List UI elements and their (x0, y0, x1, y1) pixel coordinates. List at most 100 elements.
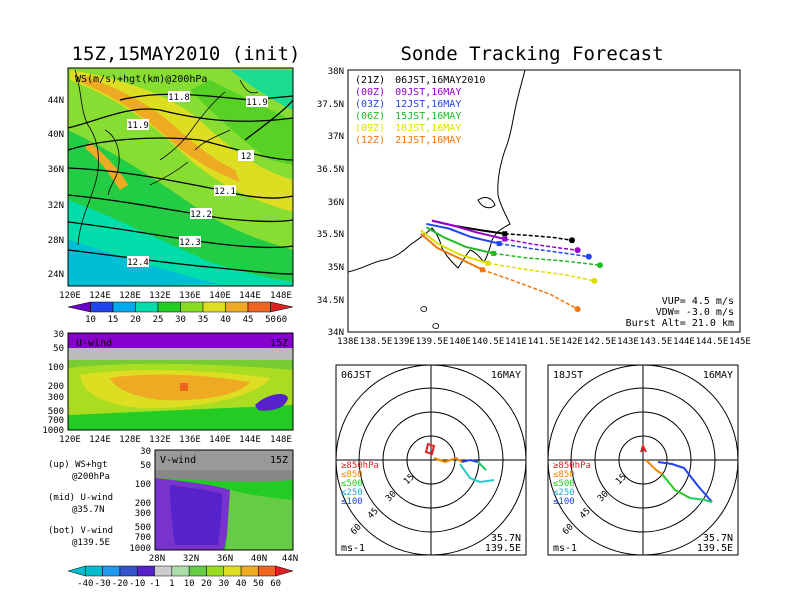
landing-point (597, 262, 603, 269)
svg-text:11.9: 11.9 (127, 121, 149, 131)
lon-tick: 144.5E (696, 337, 729, 347)
lat-tick: 24N (48, 270, 64, 280)
contour-label: 12.3 (179, 236, 201, 248)
lon-tick: 139.5E (416, 337, 449, 347)
colorbar-swatch (206, 565, 225, 577)
svg-text:35.7N: 35.7N (491, 533, 521, 544)
pressure-tick: 500 (135, 523, 151, 533)
lat-tick: 35.5N (317, 230, 344, 240)
lon-tick: 132E (149, 291, 171, 301)
track-line-ascent (420, 232, 483, 271)
lat-tick: 36N (328, 198, 344, 208)
svg-text:12.2: 12.2 (190, 210, 212, 220)
svg-text:≥850hPa: ≥850hPa (341, 461, 379, 471)
pressure-tick: 700 (48, 416, 64, 426)
colorbar-tick: 30 (218, 579, 229, 589)
colorbar-swatch (258, 565, 276, 577)
contour-label: 12.4 (127, 256, 149, 268)
colorbar-swatch (135, 301, 159, 313)
svg-text:11.9: 11.9 (246, 98, 268, 108)
svg-text:ms-1: ms-1 (341, 543, 365, 554)
pressure-tick: 100 (48, 363, 64, 373)
track-line-ascent (420, 229, 489, 265)
svg-text:≤850: ≤850 (341, 470, 363, 480)
lon-tick: 148E (270, 435, 292, 445)
pressure-tick: 300 (135, 509, 151, 519)
colorbar-swatch (67, 565, 86, 577)
lon-tick: 132E (149, 435, 171, 445)
svg-text:12: 12 (241, 152, 252, 162)
vdw-text: VDW= -3.0 m/s (656, 307, 734, 318)
pressure-tick: 1000 (129, 544, 151, 554)
colorbar-swatch (119, 565, 138, 577)
lon-tick: 148E (270, 291, 292, 301)
colorbar-swatch (102, 565, 121, 577)
colorbar-tick: 20 (201, 579, 212, 589)
svg-text:≤100: ≤100 (553, 497, 575, 507)
lon-tick: 141E (505, 337, 527, 347)
left-title: 15Z,15MAY2010 (init) (72, 43, 301, 65)
contour-label: 12.1 (214, 185, 236, 197)
colorbar-tick: 50 (253, 579, 264, 589)
colorbar-tick: 10 (85, 315, 96, 325)
lon-tick: 142E (561, 337, 583, 347)
u-wind-time: 15Z (270, 338, 288, 349)
contour-label: 11.9 (246, 96, 268, 108)
lon-tick: 140E (209, 291, 231, 301)
lon-tick: 140E (209, 435, 231, 445)
lon-tick: 140E (449, 337, 471, 347)
colorbar-tick: 25 (153, 315, 164, 325)
u-wind-label: U-wind (76, 338, 112, 349)
colorbar-tick: -10 (129, 579, 145, 589)
lon-tick: 136E (179, 291, 201, 301)
lon-tick: 128E (119, 291, 141, 301)
vup-text: VUP= 4.5 m/s (662, 296, 734, 307)
svg-text:≤850: ≤850 (553, 470, 575, 480)
colorbar-tick: -20 (112, 579, 128, 589)
svg-text:≥850hPa: ≥850hPa (553, 461, 591, 471)
v-wind-panel: V-wind 15Z 30 50 100 200 300 500 700 100… (129, 447, 298, 564)
contour-label: 11.8 (168, 91, 190, 103)
colorbar-tick: 60 (270, 579, 281, 589)
right-title: Sonde Tracking Forecast (400, 43, 663, 65)
svg-text:(bot) V-wind: (bot) V-wind (48, 526, 113, 536)
colorbar-tick: -40 (77, 579, 93, 589)
ws-map-label: WS(m/s)+hgt(km)@200hPa (75, 74, 207, 85)
svg-text:ms-1: ms-1 (553, 543, 577, 554)
svg-text:(06Z)15JST,16MAY: (06Z) 15JST,16MAY (355, 111, 461, 122)
burst-point (502, 231, 508, 237)
pressure-tick: 50 (53, 344, 64, 354)
track-line-ascent (426, 222, 500, 245)
colorbar-tick: 35 (198, 315, 209, 325)
v-wind-label: V-wind (160, 455, 196, 466)
lon-tick: 140.5E (472, 337, 505, 347)
pressure-tick: 300 (48, 393, 64, 403)
lon-tick: 136E (179, 435, 201, 445)
pressure-tick: 30 (53, 330, 64, 340)
colorbar-swatch (90, 301, 114, 313)
track-line-ascent (425, 226, 494, 255)
colorbar-swatch (112, 301, 136, 313)
svg-text:≤500: ≤500 (341, 479, 363, 489)
svg-text:≤100: ≤100 (341, 497, 363, 507)
svg-text:(00Z)09JST,16MAY: (00Z) 09JST,16MAY (355, 87, 461, 98)
colorbar-swatch (223, 565, 242, 577)
lon-tick: 138E (337, 337, 359, 347)
v-wind-time: 15Z (270, 455, 288, 466)
colorbar-swatch (154, 565, 173, 577)
svg-text:18JST: 18JST (553, 370, 583, 381)
landing-point (591, 277, 598, 284)
landing-point (585, 253, 592, 260)
colorbar-tick: 45 (243, 315, 254, 325)
colorbar-tick: 50 (265, 315, 276, 325)
lat-tick: 34N (328, 328, 344, 338)
colorbar-swatch (247, 301, 271, 313)
colorbar-swatch (67, 301, 91, 313)
lat-tick: 40N (48, 130, 64, 140)
burst-point (496, 241, 502, 247)
svg-text:≤250: ≤250 (341, 488, 363, 498)
lat-tick: 32N (48, 201, 64, 211)
ws-map-panel: WS(m/s)+hgt(km)@200hPa 11.8 11.9 11.9 12… (48, 67, 294, 301)
colorbar-tick: 40 (236, 579, 247, 589)
colorbar-tick: 60 (276, 315, 287, 325)
